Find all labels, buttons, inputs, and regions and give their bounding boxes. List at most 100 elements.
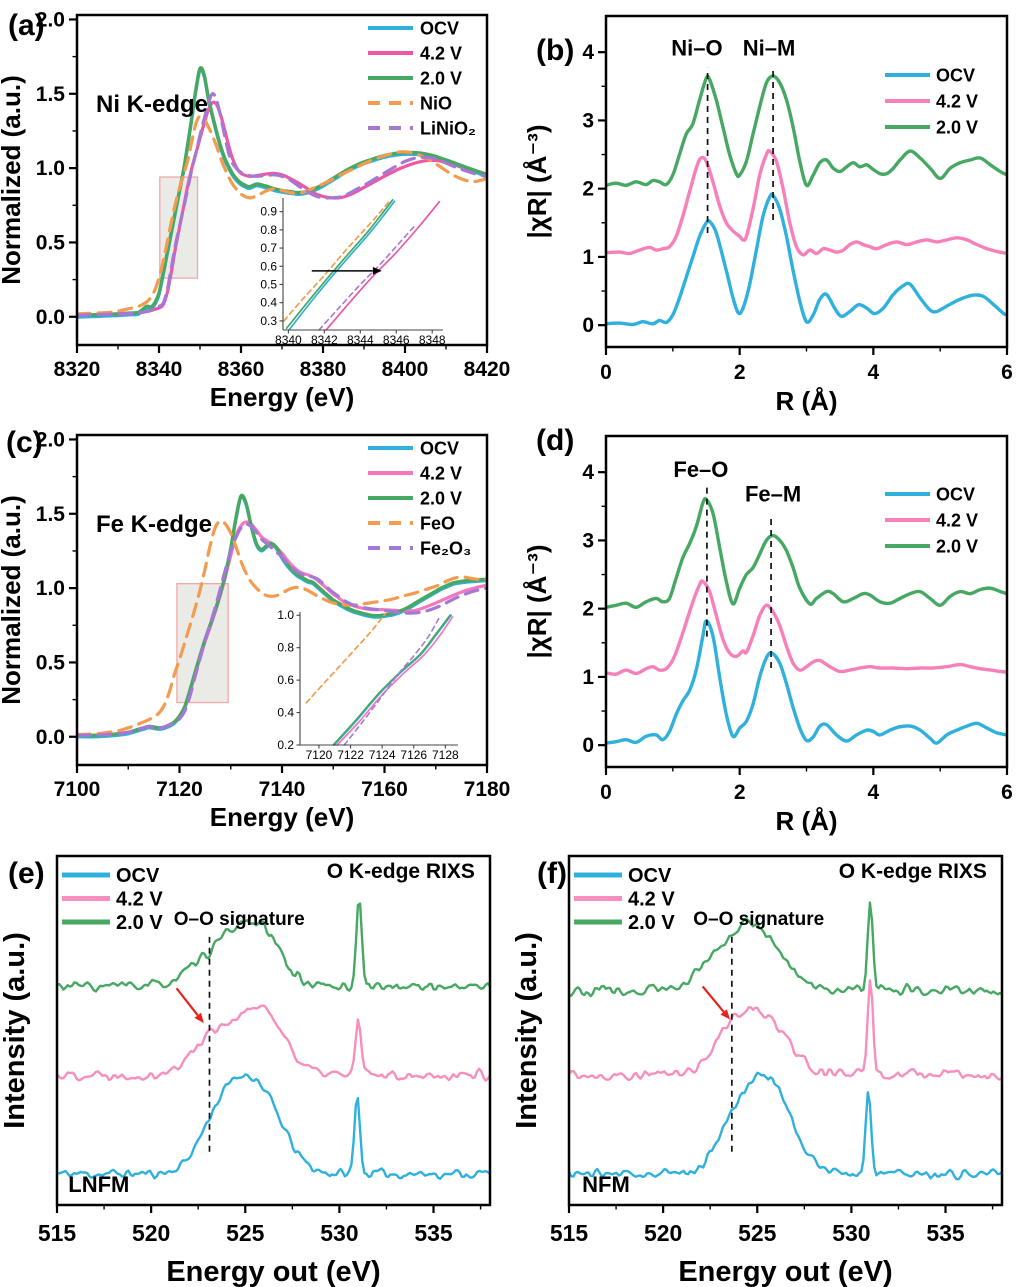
series-2.0-v xyxy=(568,901,1003,998)
svg-text:7140: 7140 xyxy=(259,778,306,801)
svg-text:8344: 8344 xyxy=(347,333,374,347)
svg-text:0: 0 xyxy=(600,781,612,804)
axis-ticks xyxy=(69,18,489,353)
svg-text:2.0: 2.0 xyxy=(36,428,65,451)
svg-text:2: 2 xyxy=(582,598,594,621)
panel-d-fe-exafs: 0 2 4 6 0 1 2 3 4 R (Å) |χR| (Å⁻³) OCV 4.2 V 2.0 V Fe–… xyxy=(512,420,1024,840)
series-2.0-v xyxy=(605,74,1008,188)
svg-text:8380: 8380 xyxy=(300,358,347,381)
svg-text:535: 535 xyxy=(414,1220,453,1246)
panel-letter: (b) xyxy=(536,34,574,67)
svg-text:8360: 8360 xyxy=(218,358,265,381)
inset-series xyxy=(285,198,394,330)
inset-series xyxy=(283,200,390,322)
svg-text:7180: 7180 xyxy=(464,778,511,801)
svg-text:0.5: 0.5 xyxy=(36,231,66,254)
legend-label: 4.2 V xyxy=(420,463,462,483)
axis-ticks xyxy=(567,1205,994,1213)
svg-text:0.9: 0.9 xyxy=(260,205,277,219)
inset-series xyxy=(288,200,396,331)
svg-text:0: 0 xyxy=(582,734,594,757)
panel-letter: (f) xyxy=(537,857,567,890)
y-axis-label: |χR| (Å⁻³) xyxy=(522,545,552,659)
x-axis-label: Energy out (eV) xyxy=(166,1256,380,1287)
annotation-text: NFM xyxy=(582,1172,630,1197)
y-axis-label: |χR| (Å⁻³) xyxy=(522,125,552,239)
annotation-text: O K-edge RIXS xyxy=(327,860,475,883)
legend-label: OCV xyxy=(420,18,459,38)
inset-series xyxy=(305,612,387,704)
svg-text:4: 4 xyxy=(867,361,879,384)
legend-label: 4.2 V xyxy=(420,43,462,63)
svg-text:8320: 8320 xyxy=(54,358,101,381)
annotation-text: LNFM xyxy=(68,1172,129,1197)
svg-text:1.5: 1.5 xyxy=(36,83,66,106)
plot-frame xyxy=(567,854,1004,1207)
panel-c-fe-k-edge-xanes: 7100 7120 7140 7160 7180 0.0 0.5 1.0 1.5 2.0 Energ… xyxy=(0,420,512,840)
legend: OCV 4.2 V 2.0 V NiO LiNiO₂ xyxy=(368,18,476,138)
axis-ticks xyxy=(69,438,489,773)
annotation-text: Ni–O xyxy=(671,36,722,61)
annotation-text: Fe–O xyxy=(673,457,728,482)
legend-label: 4.2 V xyxy=(116,889,163,911)
svg-text:7122: 7122 xyxy=(337,748,364,762)
series-nio xyxy=(76,114,488,316)
legend-label: 2.0 V xyxy=(420,488,462,508)
legend-label: 4.2 V xyxy=(936,510,978,530)
svg-text:1: 1 xyxy=(582,666,594,689)
svg-text:525: 525 xyxy=(738,1220,777,1246)
x-axis-label: R (Å) xyxy=(775,806,837,836)
panel-b-ni-exafs: 0 2 4 6 0 1 2 3 4 R (Å) |χR| (Å⁻³) OCV 4.2 V 2.0 V Ni–… xyxy=(512,0,1024,420)
svg-text:0.0: 0.0 xyxy=(36,306,65,329)
legend-label: NiO xyxy=(420,93,452,113)
series-group xyxy=(605,496,1008,745)
series-4.2-v xyxy=(56,1004,491,1082)
svg-text:8346: 8346 xyxy=(383,333,410,347)
legend-label: 2.0 V xyxy=(628,912,675,934)
svg-text:3: 3 xyxy=(582,529,594,552)
inset-chart: 7120 7122 7124 7126 7128 0.2 0.4 0.6 0.8 1.0 xyxy=(277,608,459,762)
svg-text:0: 0 xyxy=(600,361,612,384)
inset-series xyxy=(318,223,417,331)
legend-label: OCV xyxy=(420,438,459,458)
svg-text:0.4: 0.4 xyxy=(277,706,294,720)
svg-text:0: 0 xyxy=(582,314,594,337)
svg-text:2: 2 xyxy=(582,178,594,201)
panel-f-o-k-edge-rixs-nfm: 515 520 525 530 535 Energy out (eV) Intensity … xyxy=(512,840,1024,1287)
svg-text:7124: 7124 xyxy=(369,748,396,762)
series-group xyxy=(76,493,488,739)
ni-exafs-fourier-transform-chart: 0 2 4 6 0 1 2 3 4 R (Å) |χR| (Å⁻³) OCV 4.2 V 2.0 V Ni–… xyxy=(522,14,1013,416)
legend-label: OCV xyxy=(936,65,975,85)
annotation-arrow xyxy=(701,985,730,1020)
svg-text:4: 4 xyxy=(582,41,594,64)
series-group xyxy=(56,902,491,1180)
svg-text:0.5: 0.5 xyxy=(36,651,66,674)
svg-text:1.5: 1.5 xyxy=(36,503,66,526)
annotation-text: O K-edge RIXS xyxy=(839,860,987,883)
series-group xyxy=(76,66,488,319)
panel-letter: (a) xyxy=(8,9,45,42)
svg-text:0.4: 0.4 xyxy=(260,296,277,310)
legend-label: 2.0 V xyxy=(116,912,163,934)
annotation-text: O–O signature xyxy=(174,909,305,930)
panel-e-o-k-edge-rixs-lnfm: 515 520 525 530 535 Energy out (eV) Intensity … xyxy=(0,840,512,1287)
y-axis-label: Normalized (a.u.) xyxy=(0,75,26,284)
series-group xyxy=(568,901,1003,1181)
svg-text:0.5: 0.5 xyxy=(260,277,277,291)
svg-text:515: 515 xyxy=(38,1220,77,1246)
series-4.2-v xyxy=(605,579,1008,676)
svg-text:8340: 8340 xyxy=(136,358,183,381)
svg-text:7120: 7120 xyxy=(306,748,333,762)
svg-text:8340: 8340 xyxy=(275,333,302,347)
svg-text:8420: 8420 xyxy=(464,358,511,381)
legend-label: OCV xyxy=(936,484,975,504)
svg-text:0.0: 0.0 xyxy=(36,726,65,749)
inset-series xyxy=(332,614,451,746)
svg-text:530: 530 xyxy=(320,1220,358,1246)
inset-series xyxy=(336,616,454,746)
inset-series xyxy=(343,614,442,746)
svg-text:4: 4 xyxy=(867,781,879,804)
svg-text:1: 1 xyxy=(582,246,594,269)
legend-label: 4.2 V xyxy=(936,91,978,111)
